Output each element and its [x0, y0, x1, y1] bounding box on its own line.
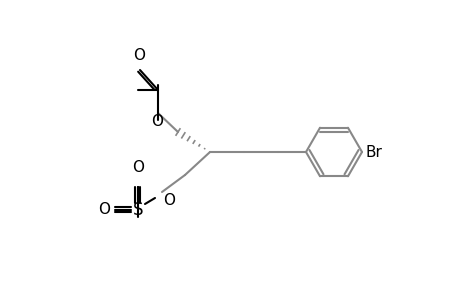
Text: O: O — [132, 160, 144, 175]
Text: Br: Br — [365, 145, 382, 160]
Text: S: S — [133, 201, 143, 219]
Text: O: O — [98, 202, 110, 217]
Text: O: O — [133, 48, 145, 63]
Text: O: O — [151, 114, 162, 129]
Text: O: O — [162, 193, 174, 208]
